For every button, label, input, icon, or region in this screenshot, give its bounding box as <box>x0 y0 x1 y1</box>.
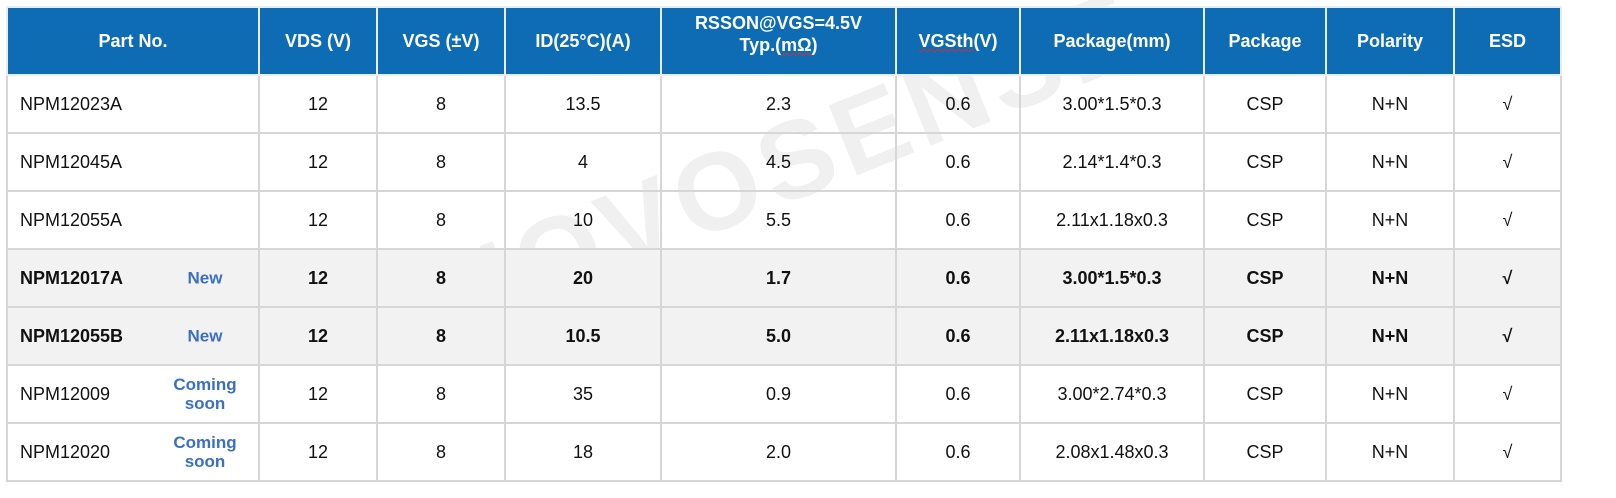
cell-pkgmm: 3.00*1.5*0.3 <box>1019 74 1205 134</box>
cell-id: 18 <box>504 422 662 482</box>
cell-vds: 12 <box>258 422 378 482</box>
cell-pkg: CSP <box>1203 132 1327 192</box>
cell-vds: 12 <box>258 248 378 308</box>
cell-vgs: 8 <box>376 248 506 308</box>
cell-pkgmm: 3.00*2.74*0.3 <box>1019 364 1205 424</box>
cell-polarity: N+N <box>1325 248 1455 308</box>
cell-id: 10 <box>504 190 662 250</box>
table-row: NPM12017A New 12 8 20 1.7 0.6 3.00*1.5*0.3 CSP N+… <box>6 248 1562 308</box>
cell-pkg: CSP <box>1203 190 1327 250</box>
cell-pkg: CSP <box>1203 364 1327 424</box>
cell-esd: √ <box>1453 422 1562 482</box>
cell-rds: 1.7 <box>660 248 897 308</box>
status-badge: New <box>187 268 223 288</box>
cell-vds: 12 <box>258 190 378 250</box>
cell-vgsth: 0.6 <box>895 248 1021 308</box>
cell-esd: √ <box>1453 306 1562 366</box>
cell-polarity: N+N <box>1325 364 1455 424</box>
cell-vgsth: 0.6 <box>895 306 1021 366</box>
cell-vgs: 8 <box>376 306 506 366</box>
header-rdson: RSSON@VGS=4.5V Typ.(mΩ) <box>660 6 897 76</box>
header-vds: VDS (V) <box>258 6 378 76</box>
cell-vds: 12 <box>258 74 378 134</box>
header-part-no: Part No. <box>6 6 260 76</box>
cell-vgsth: 0.6 <box>895 190 1021 250</box>
header-id: ID(25°C)(A) <box>504 6 662 76</box>
cell-part-no: NPM12017A New <box>6 248 260 308</box>
cell-esd: √ <box>1453 74 1562 134</box>
table-row: NPM12045A 12 8 4 4.5 0.6 2.14*1.4*0.3 CSP N+N √ <box>6 132 1562 192</box>
table-row: NPM12055B New 12 8 10.5 5.0 0.6 2.11x1.18x0.3 CS… <box>6 306 1562 366</box>
cell-polarity: N+N <box>1325 306 1455 366</box>
cell-esd: √ <box>1453 248 1562 308</box>
cell-esd: √ <box>1453 364 1562 424</box>
cell-polarity: N+N <box>1325 190 1455 250</box>
cell-esd: √ <box>1453 190 1562 250</box>
cell-rds: 2.0 <box>660 422 897 482</box>
header-vgs: VGS (±V) <box>376 6 506 76</box>
table-row: NPM12023A 12 8 13.5 2.3 0.6 3.00*1.5*0.3 CSP N+N… <box>6 74 1562 134</box>
table-row: NPM12009 Coming soon 12 8 35 0.9 0.6 3.00*2.74*… <box>6 364 1562 424</box>
header-vgsth: VGSth(V) <box>895 6 1021 76</box>
cell-polarity: N+N <box>1325 74 1455 134</box>
header-polarity: Polarity <box>1325 6 1455 76</box>
cell-vgsth: 0.6 <box>895 422 1021 482</box>
cell-pkgmm: 2.11x1.18x0.3 <box>1019 306 1205 366</box>
cell-id: 20 <box>504 248 662 308</box>
cell-rds: 5.0 <box>660 306 897 366</box>
cell-part-no: NPM12020 Coming soon <box>6 422 260 482</box>
cell-vds: 12 <box>258 364 378 424</box>
cell-vgs: 8 <box>376 74 506 134</box>
cell-pkg: CSP <box>1203 306 1327 366</box>
cell-part-no: NPM12009 Coming soon <box>6 364 260 424</box>
cell-pkg: CSP <box>1203 248 1327 308</box>
cell-part-no: NPM12023A <box>6 74 260 134</box>
cell-rds: 2.3 <box>660 74 897 134</box>
cell-rds: 0.9 <box>660 364 897 424</box>
header-row: Part No. VDS (V) VGS (±V) ID(25°C)(A) RS… <box>6 6 1562 76</box>
cell-polarity: N+N <box>1325 422 1455 482</box>
product-table: Part No. VDS (V) VGS (±V) ID(25°C)(A) RS… <box>6 6 1562 482</box>
status-badge: Coming soon <box>173 433 237 471</box>
header-rdson-line1: RSSON@VGS=4.5V <box>694 13 863 33</box>
cell-pkgmm: 2.14*1.4*0.3 <box>1019 132 1205 192</box>
cell-part-no: NPM12045A <box>6 132 260 192</box>
cell-part-no: NPM12055B New <box>6 306 260 366</box>
cell-pkg: CSP <box>1203 422 1327 482</box>
table-row: NPM12055A 12 8 10 5.5 0.6 2.11x1.18x0.3 CSP N+N √ <box>6 190 1562 250</box>
cell-vds: 12 <box>258 306 378 366</box>
cell-vgsth: 0.6 <box>895 132 1021 192</box>
cell-id: 4 <box>504 132 662 192</box>
cell-id: 10.5 <box>504 306 662 366</box>
cell-polarity: N+N <box>1325 132 1455 192</box>
cell-pkgmm: 2.11x1.18x0.3 <box>1019 190 1205 250</box>
cell-pkgmm: 3.00*1.5*0.3 <box>1019 248 1205 308</box>
header-esd: ESD <box>1453 6 1562 76</box>
cell-pkg: CSP <box>1203 74 1327 134</box>
cell-rds: 5.5 <box>660 190 897 250</box>
cell-id: 35 <box>504 364 662 424</box>
cell-vgs: 8 <box>376 422 506 482</box>
cell-rds: 4.5 <box>660 132 897 192</box>
cell-pkgmm: 2.08x1.48x0.3 <box>1019 422 1205 482</box>
cell-id: 13.5 <box>504 74 662 134</box>
cell-esd: √ <box>1453 132 1562 192</box>
header-package: Package <box>1203 6 1327 76</box>
cell-vgs: 8 <box>376 364 506 424</box>
status-badge: Coming soon <box>173 375 237 413</box>
status-badge: New <box>187 326 223 346</box>
cell-vgs: 8 <box>376 190 506 250</box>
table-row: NPM12020 Coming soon 12 8 18 2.0 0.6 2.08x1.48x… <box>6 422 1562 482</box>
header-package-mm: Package(mm) <box>1019 6 1205 76</box>
cell-vgsth: 0.6 <box>895 364 1021 424</box>
cell-vgs: 8 <box>376 132 506 192</box>
cell-part-no: NPM12055A <box>6 190 260 250</box>
cell-vgsth: 0.6 <box>895 74 1021 134</box>
cell-vds: 12 <box>258 132 378 192</box>
